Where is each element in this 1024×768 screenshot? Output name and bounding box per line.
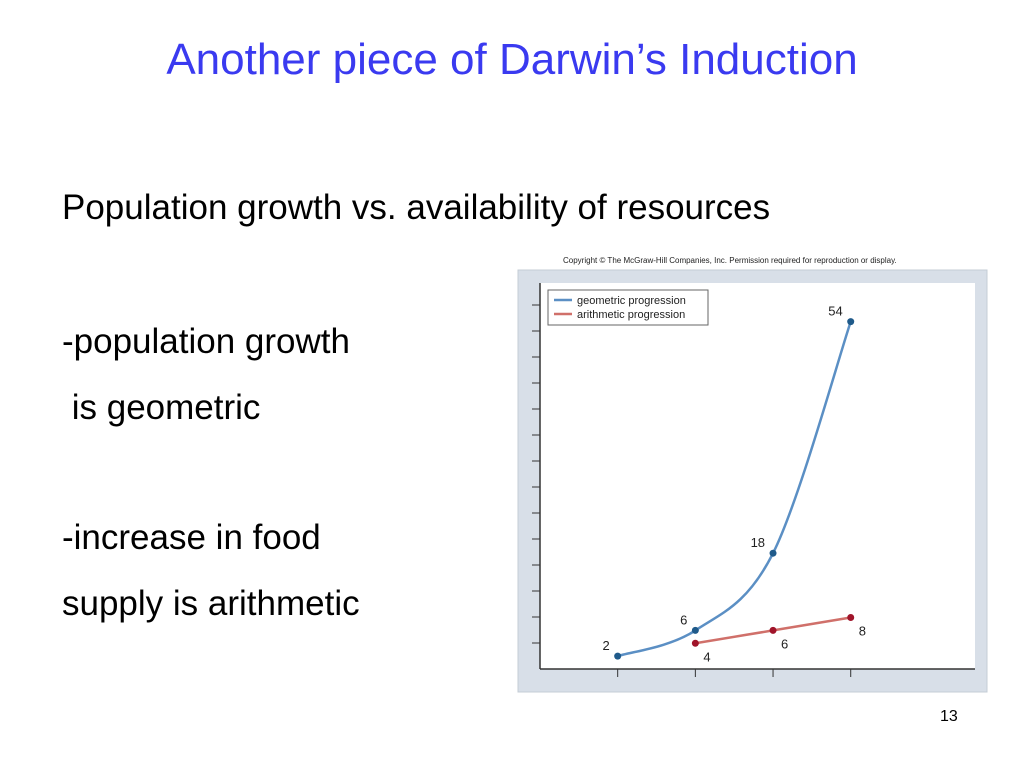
bullet: is geometric [62, 388, 261, 427]
data-point [847, 614, 855, 622]
plot-area [540, 283, 975, 669]
data-point [847, 318, 855, 326]
bullet: -increase in food [62, 518, 321, 557]
slide-title: Another piece of Darwin’s Induction [166, 35, 858, 84]
data-point [691, 626, 699, 634]
bullet: -population growth [62, 322, 350, 361]
subtitle: Population growth vs. availability of re… [62, 188, 771, 227]
data-label: 4 [703, 649, 710, 664]
data-point [691, 639, 699, 647]
data-point [769, 626, 777, 634]
data-label: 18 [751, 535, 765, 550]
series-line [617, 321, 852, 658]
data-point [769, 549, 777, 557]
data-label: 54 [828, 304, 842, 319]
legend-label: geometric progression [577, 295, 686, 307]
data-label: 6 [781, 636, 788, 651]
page-number: 13 [940, 708, 958, 725]
copyright: Copyright © The McGraw-Hill Companies, I… [563, 256, 897, 265]
data-label: 6 [680, 612, 687, 627]
data-label: 2 [602, 638, 609, 653]
legend [547, 289, 709, 326]
data-label: 8 [859, 624, 866, 639]
data-point [614, 652, 622, 660]
legend-label: arithmetic progression [577, 309, 685, 321]
bullet: supply is arithmetic [62, 584, 360, 623]
